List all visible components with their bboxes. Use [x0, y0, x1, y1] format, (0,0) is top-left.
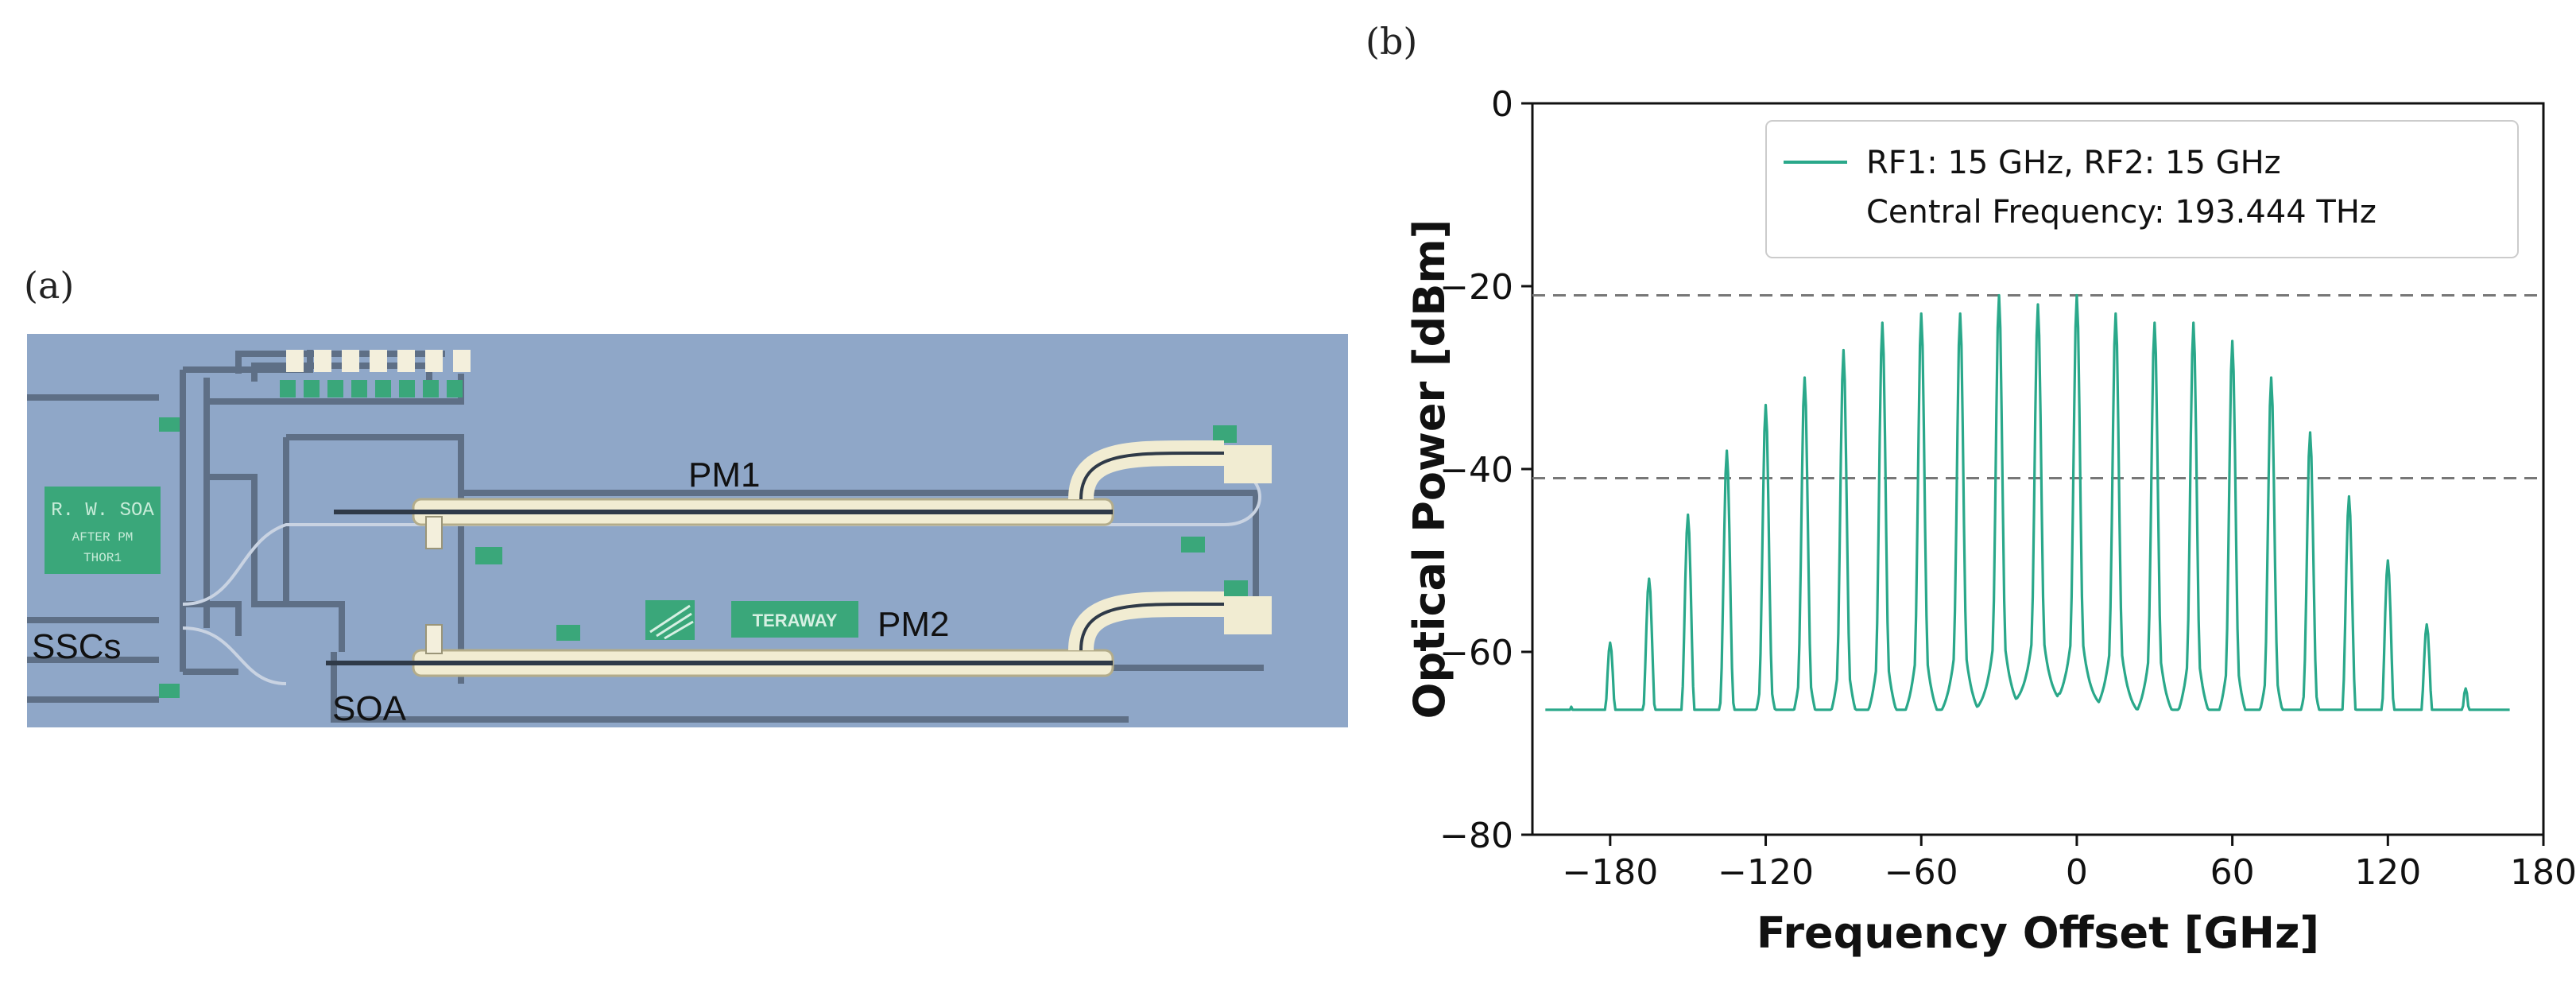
pm1-label: PM1: [688, 456, 760, 494]
x-tick-label: 60: [2210, 852, 2255, 893]
mask-label-line-3: THOR1: [83, 551, 122, 565]
x-tick-label: −120: [1718, 852, 1814, 893]
legend: RF1: 15 GHz, RF2: 15 GHz Central Frequen…: [1765, 120, 2519, 258]
legend-entry-line-1: RF1: 15 GHz, RF2: 15 GHz: [1866, 145, 2281, 181]
legend-entry-line-2: Central Frequency: 193.444 THz: [1866, 194, 2377, 231]
logo-text: TERAWAY: [753, 611, 838, 630]
y-tick-label: 0: [1491, 84, 1513, 125]
pm2-modulator: [326, 591, 1272, 677]
soa-label: SOA: [332, 689, 407, 728]
x-axis-ticks: −180 −120 −60 0 60 120 180: [1562, 835, 2576, 893]
x-tick-label: −60: [1885, 852, 1958, 893]
y-tick-label: −60: [1439, 633, 1513, 673]
y-axis-ticks: 0 −20 −40 −60 −80: [1439, 84, 1532, 856]
mask-label-block: R. W. SOA AFTER PM THOR1: [45, 487, 161, 574]
reference-lines: [1532, 294, 2543, 479]
pm1-modulator: [334, 440, 1272, 549]
x-axis-title: Frequency Offset [GHz]: [1757, 908, 2319, 958]
x-tick-label: −180: [1562, 852, 1658, 893]
mask-label-line-2: AFTER PM: [72, 530, 134, 545]
chip-micrograph: R. W. SOA AFTER PM THOR1 TERAWAY: [27, 334, 1348, 728]
x-tick-label: 180: [2510, 852, 2576, 893]
y-tick-label: −20: [1439, 267, 1513, 308]
panel-b-label: (b): [1365, 20, 1417, 63]
legend-box: [1765, 120, 2519, 258]
pm2-label: PM2: [877, 605, 949, 644]
y-tick-label: −80: [1439, 816, 1513, 856]
y-axis-title: Optical Power [dBm]: [1404, 219, 1455, 719]
mask-label-line-1: R. W. SOA: [51, 500, 154, 522]
x-tick-label: 0: [2066, 852, 2088, 893]
spectrum-chart: −180 −120 −60 0 60 120 180 0 −20 −40 −60 −80 Frequ…: [1404, 84, 2576, 958]
y-tick-label: −40: [1439, 450, 1513, 490]
x-tick-label: 120: [2354, 852, 2421, 893]
sscs-label: SSCs: [32, 627, 121, 666]
panel-a-label: (a): [24, 264, 74, 307]
contact-pads: [159, 350, 1248, 698]
optical-routing: [182, 467, 1261, 685]
teraway-logo: TERAWAY: [645, 600, 858, 640]
series-line: [1545, 293, 2510, 712]
